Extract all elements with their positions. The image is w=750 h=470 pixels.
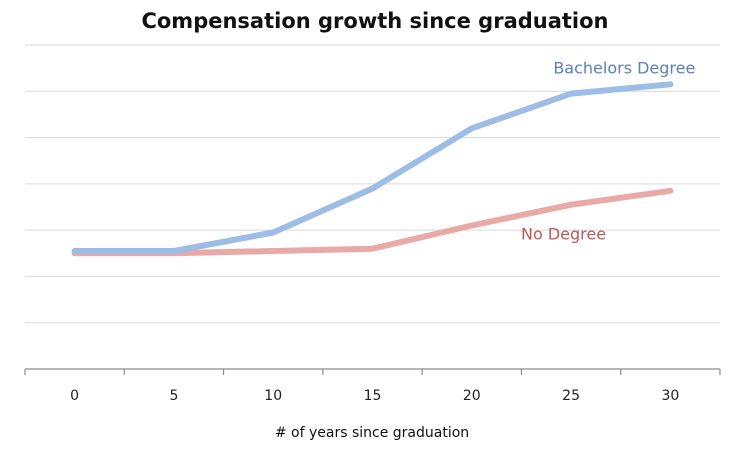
x-tick-label: 0 — [70, 388, 79, 404]
series-line-bachelors-degree — [71, 81, 674, 254]
series-label-no-degree: No Degree — [521, 225, 606, 244]
x-tick-label: 20 — [463, 388, 481, 404]
gridlines — [25, 44, 720, 324]
chart-title: Compensation growth since graduation — [141, 9, 608, 33]
x-tick-label: 30 — [661, 388, 679, 404]
series-lines — [71, 81, 674, 257]
x-axis-ticks: 0 5 10 15 20 25 30 — [24, 369, 721, 404]
x-axis-title: # of years since graduation — [275, 425, 469, 441]
x-tick-label: 5 — [169, 388, 178, 404]
x-tick-label: 25 — [562, 388, 580, 404]
x-tick-label: 10 — [264, 388, 282, 404]
x-tick-label: 15 — [364, 388, 382, 404]
series-labels: Bachelors Degree No Degree — [521, 58, 695, 243]
series-label-bachelors-degree: Bachelors Degree — [553, 58, 695, 77]
series-line-no-degree — [71, 187, 674, 257]
